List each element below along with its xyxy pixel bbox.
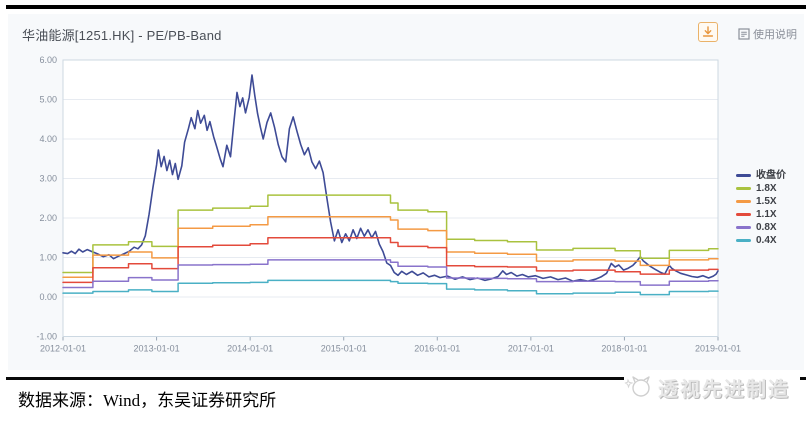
legend-item-band-1-8x[interactable]: 1.8X	[736, 183, 786, 194]
help-link[interactable]: 使用说明	[738, 26, 797, 42]
x-tick-label: 2013-01-01	[134, 344, 180, 354]
brand-logo: 透视先进制造	[624, 370, 800, 404]
legend-label: 1.8X	[756, 183, 777, 194]
download-button[interactable]	[698, 22, 718, 42]
data-source-text: 数据来源：Wind，东吴证券研究所	[18, 391, 277, 410]
y-tick-label: 2.00	[39, 213, 57, 223]
legend-item-close-price[interactable]: 收盘价	[736, 170, 786, 181]
legend-swatch	[736, 226, 751, 229]
mascot-icon	[624, 376, 650, 397]
x-tick-label: 2018-01-01	[601, 344, 647, 354]
band-1-5x	[62, 216, 719, 279]
legend-label: 0.4X	[756, 235, 777, 246]
pe-pb-band-chart: 6.00 5.00 4.00 3.00 2.00 1.00 0.00 -1.00 2012-01…	[36, 55, 741, 354]
legend-item-band-0-4x[interactable]: 0.4X	[736, 235, 786, 246]
band-0-4x	[62, 279, 719, 296]
band-1-1x	[62, 237, 719, 284]
close-price	[62, 74, 719, 282]
legend-label: 0.8X	[756, 222, 777, 233]
x-tick-label: 2012-01-01	[40, 344, 86, 354]
help-doc-icon	[738, 28, 750, 40]
plot-border	[62, 59, 719, 337]
legend-item-band-1-1x[interactable]: 1.1X	[736, 209, 786, 220]
legend-swatch	[736, 187, 751, 190]
x-tick-label: 2014-01-01	[227, 344, 273, 354]
chart-legend: 收盘价 1.8X 1.5X 1.1X 0.8X 0.4X	[736, 170, 786, 246]
legend-label: 1.5X	[756, 196, 777, 207]
y-tick-label: -1.00	[36, 332, 57, 342]
legend-item-band-0-8x[interactable]: 0.8X	[736, 222, 786, 233]
band-1-8x	[62, 194, 719, 274]
y-tick-label: 3.00	[39, 174, 57, 184]
x-tick-label: 2015-01-01	[321, 344, 367, 354]
y-tick-label: 6.00	[39, 55, 57, 65]
y-tick-label: 4.00	[39, 134, 57, 144]
legend-swatch	[736, 239, 751, 242]
chart-title: 华油能源[1251.HK] - PE/PB-Band	[22, 28, 222, 43]
x-tick-label: 2019-01-01	[695, 344, 741, 354]
top-rule	[6, 5, 806, 9]
legend-label: 收盘价	[756, 170, 786, 181]
legend-swatch	[736, 213, 751, 216]
footer-rule	[6, 377, 806, 380]
y-tick-label: 0.00	[39, 292, 57, 302]
y-tick-label: 5.00	[39, 95, 57, 105]
download-icon	[702, 26, 714, 37]
help-label: 使用说明	[753, 29, 797, 41]
x-tick-label: 2017-01-01	[508, 344, 554, 354]
band-0-8x	[62, 259, 719, 289]
brand-logo-text: 透视先进制造	[658, 378, 790, 401]
legend-swatch	[736, 200, 751, 203]
legend-label: 1.1X	[756, 209, 777, 220]
legend-swatch	[736, 174, 751, 177]
y-tick-label: 1.00	[39, 253, 57, 263]
legend-item-band-1-5x[interactable]: 1.5X	[736, 196, 786, 207]
x-tick-label: 2016-01-01	[414, 344, 460, 354]
